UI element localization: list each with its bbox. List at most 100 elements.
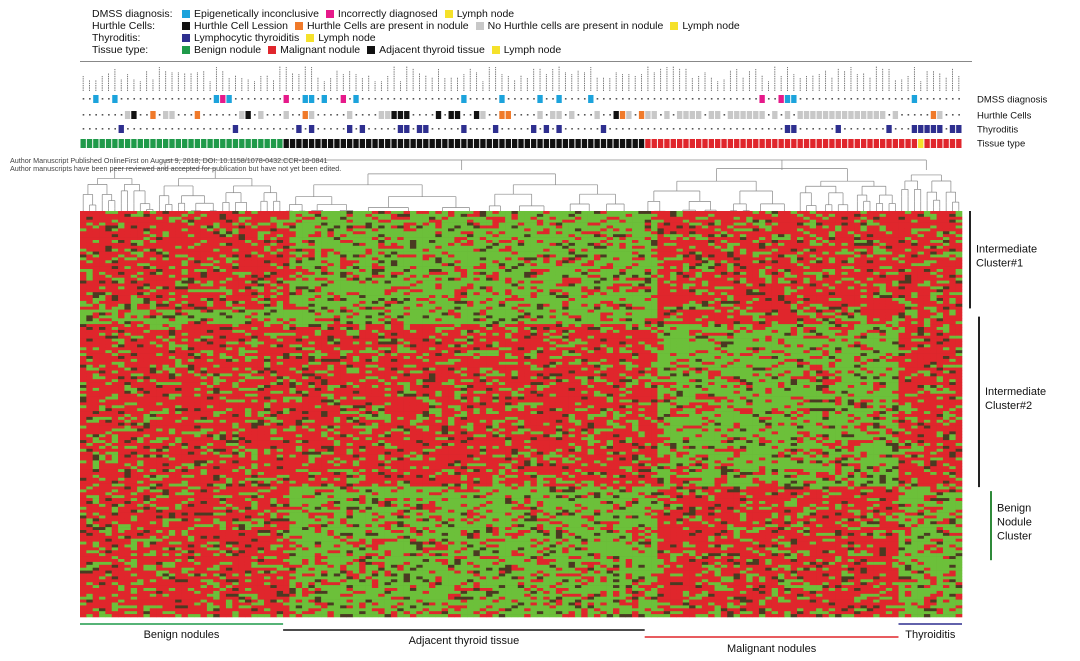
heatmap-cell bbox=[156, 269, 163, 272]
heatmap-cell bbox=[124, 263, 131, 266]
heatmap-cell bbox=[213, 434, 220, 437]
heatmap-cell bbox=[207, 556, 214, 559]
thyroiditis-dot bbox=[133, 128, 135, 130]
heatmap-cell bbox=[93, 327, 100, 330]
heatmap-cell bbox=[175, 594, 182, 597]
heatmap-cell bbox=[232, 550, 239, 553]
heatmap-cell bbox=[162, 292, 169, 295]
heatmap-cell bbox=[131, 310, 138, 313]
heatmap-cell bbox=[232, 466, 239, 469]
heatmap-cell bbox=[137, 611, 144, 614]
heatmap-cell bbox=[239, 576, 246, 579]
heatmap-cell bbox=[188, 301, 195, 304]
heatmap-cell bbox=[207, 217, 214, 220]
heatmap-cell bbox=[188, 295, 195, 298]
heatmap-cell bbox=[245, 339, 252, 342]
heatmap-cell bbox=[137, 608, 144, 611]
tissue-type-cell bbox=[594, 139, 599, 148]
heatmap-cell bbox=[93, 402, 100, 405]
heatmap-cell bbox=[169, 408, 176, 411]
heatmap-cell bbox=[175, 371, 182, 374]
heatmap-cell bbox=[213, 603, 220, 606]
heatmap-cell bbox=[150, 489, 157, 492]
heatmap-cell bbox=[201, 536, 208, 539]
heatmap-cell bbox=[156, 272, 163, 275]
heatmap-cell bbox=[169, 269, 176, 272]
tissue-type-cell bbox=[214, 139, 219, 148]
heatmap-cell bbox=[131, 603, 138, 606]
heatmap-cell bbox=[188, 243, 195, 246]
heatmap-cell bbox=[162, 284, 169, 287]
heatmap-cell bbox=[131, 565, 138, 568]
heatmap-cell bbox=[188, 501, 195, 504]
thyroiditis-dot bbox=[806, 128, 808, 130]
heatmap-cell bbox=[124, 408, 131, 411]
heatmap-cell bbox=[182, 603, 189, 606]
thyroiditis-cell bbox=[601, 125, 606, 133]
heatmap-cell bbox=[99, 539, 106, 542]
heatmap-cell bbox=[156, 565, 163, 568]
heatmap-cell bbox=[226, 243, 233, 246]
heatmap-cell bbox=[213, 521, 220, 524]
heatmap-cell bbox=[118, 434, 125, 437]
heatmap-cell bbox=[194, 211, 201, 214]
heatmap-cell bbox=[124, 484, 131, 487]
hurthle-cell bbox=[620, 111, 625, 119]
heatmap-cell bbox=[131, 597, 138, 600]
heatmap-cell bbox=[150, 263, 157, 266]
heatmap-cell bbox=[182, 269, 189, 272]
heatmap-cell bbox=[105, 460, 112, 463]
heatmap-cell bbox=[99, 513, 106, 516]
heatmap-cell bbox=[80, 446, 87, 449]
heatmap-cell bbox=[175, 576, 182, 579]
heatmap-cell bbox=[131, 440, 138, 443]
heatmap-cell bbox=[175, 382, 182, 385]
heatmap-cell bbox=[194, 542, 201, 545]
heatmap-cell bbox=[143, 440, 150, 443]
heatmap-cell bbox=[124, 521, 131, 524]
heatmap-cell bbox=[220, 228, 227, 231]
heatmap-cell bbox=[112, 440, 119, 443]
heatmap-cell bbox=[150, 231, 157, 234]
heatmap-cell bbox=[182, 278, 189, 281]
heatmap-cell bbox=[220, 582, 227, 585]
heatmap-cell bbox=[105, 492, 112, 495]
thyroiditis-dot bbox=[616, 128, 618, 130]
dmss-dot bbox=[946, 98, 948, 100]
heatmap-cell bbox=[143, 571, 150, 574]
heatmap-cell bbox=[188, 402, 195, 405]
heatmap-cell bbox=[105, 484, 112, 487]
heatmap-cell bbox=[239, 324, 246, 327]
dmss-dot bbox=[806, 98, 808, 100]
heatmap-cell bbox=[162, 295, 169, 298]
heatmap-cell bbox=[137, 228, 144, 231]
heatmap-cell bbox=[245, 356, 252, 359]
heatmap-cell bbox=[213, 516, 220, 519]
heatmap-cell bbox=[137, 562, 144, 565]
tissue-type-cell bbox=[106, 139, 111, 148]
heatmap-cell bbox=[220, 295, 227, 298]
heatmap-cell bbox=[99, 260, 106, 263]
heatmap-cell bbox=[156, 420, 163, 423]
heatmap-cell bbox=[162, 252, 169, 255]
thyroiditis-dot bbox=[628, 128, 630, 130]
heatmap-cell bbox=[118, 463, 125, 466]
heatmap-cell bbox=[150, 269, 157, 272]
hurthle-cell bbox=[696, 111, 701, 119]
heatmap-cell bbox=[175, 315, 182, 318]
heatmap-cell bbox=[194, 478, 201, 481]
heatmap-cell bbox=[201, 542, 208, 545]
heatmap-cell bbox=[169, 472, 176, 475]
heatmap-cell bbox=[105, 295, 112, 298]
heatmap-cell bbox=[150, 249, 157, 252]
heatmap-cell bbox=[188, 313, 195, 316]
heatmap-cell bbox=[93, 614, 100, 617]
heatmap-cell bbox=[194, 327, 201, 330]
heatmap-cell bbox=[86, 434, 93, 437]
heatmap-cell bbox=[80, 568, 87, 571]
heatmap-cell bbox=[213, 368, 220, 371]
dmss-dot bbox=[857, 98, 859, 100]
heatmap-cell bbox=[201, 350, 208, 353]
heatmap-cell bbox=[156, 571, 163, 574]
heatmap-cell bbox=[131, 249, 138, 252]
